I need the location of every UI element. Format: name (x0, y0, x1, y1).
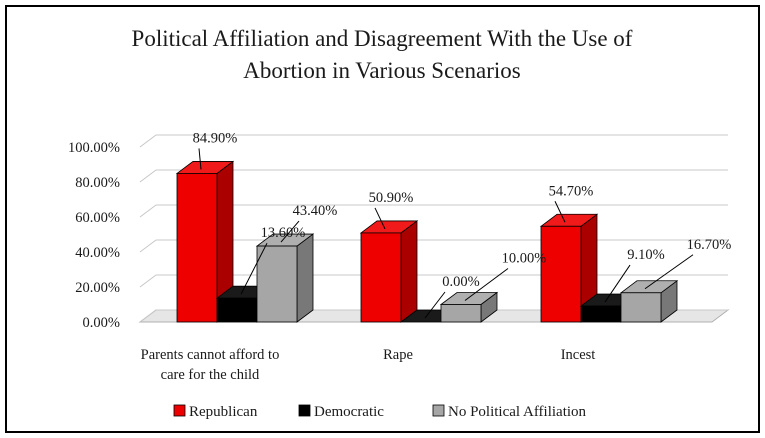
category-label: Rape (383, 347, 413, 363)
leader-line (374, 207, 386, 230)
y-tick-label: 80.00% (75, 175, 120, 191)
category-label: Parents cannot afford to (141, 347, 280, 363)
y-axis-ticks: 0.00% 20.00% 40.00% 60.00% 80.00% 100.00% (68, 140, 120, 331)
data-label: 13.60% (261, 225, 306, 241)
bar-republican-0 (175, 160, 235, 323)
data-label: 16.70% (687, 237, 732, 253)
data-label: 10.00% (502, 251, 547, 267)
category-label: care for the child (161, 367, 260, 383)
chart-title-line-2: Abortion in Various Scenarios (243, 58, 521, 83)
legend-item: Democratic (298, 404, 384, 420)
gridline-diag (139, 274, 157, 288)
bar-republican-2 (539, 213, 599, 323)
data-label: 50.90% (369, 190, 414, 206)
bars (175, 160, 679, 323)
leader-line (240, 242, 268, 295)
gridline-diag (139, 309, 157, 323)
data-label: 54.70% (549, 183, 594, 199)
chart-title-line-1: Political Affiliation and Disagreement W… (132, 26, 633, 51)
y-tick-label: 40.00% (75, 245, 120, 261)
leader-line (554, 201, 566, 223)
legend-swatch (432, 404, 445, 417)
legend-swatch (298, 404, 311, 417)
leader-line (198, 148, 202, 170)
y-tick-label: 0.00% (83, 315, 120, 331)
legend-label: No Political Affiliation (448, 404, 587, 420)
legend-label: Republican (189, 404, 258, 420)
leader-line (464, 268, 509, 301)
legend-label: Democratic (314, 404, 384, 420)
leader-line (280, 220, 300, 243)
legend-item: No Political Affiliation (432, 404, 587, 420)
bar-republican-1 (359, 220, 419, 323)
leader-line (424, 291, 446, 319)
data-label: 43.40% (293, 203, 338, 219)
gridline-diag (139, 169, 157, 183)
legend: Republican Democratic No Political Affilia… (173, 404, 587, 420)
bar-no-political-affiliation-2 (619, 279, 679, 323)
leader-line (604, 264, 631, 303)
data-labels: 84.90% 13.60% 43.40% 50.90% 0.00% 10.00% 54.70… (193, 130, 732, 319)
y-tick-label: 60.00% (75, 210, 120, 226)
y-tick-label: 100.00% (68, 140, 120, 156)
data-label: 84.90% (193, 130, 238, 146)
gridline-diag (139, 204, 157, 218)
data-label: 9.10% (627, 247, 664, 263)
gridline-diag (139, 239, 157, 253)
bar-no-political-affiliation-1 (439, 291, 499, 323)
leader-line (644, 254, 694, 290)
category-label: Incest (561, 347, 596, 363)
legend-swatch (173, 404, 186, 417)
legend-item: Republican (173, 404, 258, 420)
bar-no-political-affiliation-0 (255, 233, 315, 323)
category-labels: Parents cannot afford to care for the chi… (141, 347, 596, 383)
data-label: 0.00% (442, 274, 479, 290)
y-tick-label: 20.00% (75, 280, 120, 296)
gridline-diag (139, 134, 157, 148)
chart-border (5, 5, 760, 433)
